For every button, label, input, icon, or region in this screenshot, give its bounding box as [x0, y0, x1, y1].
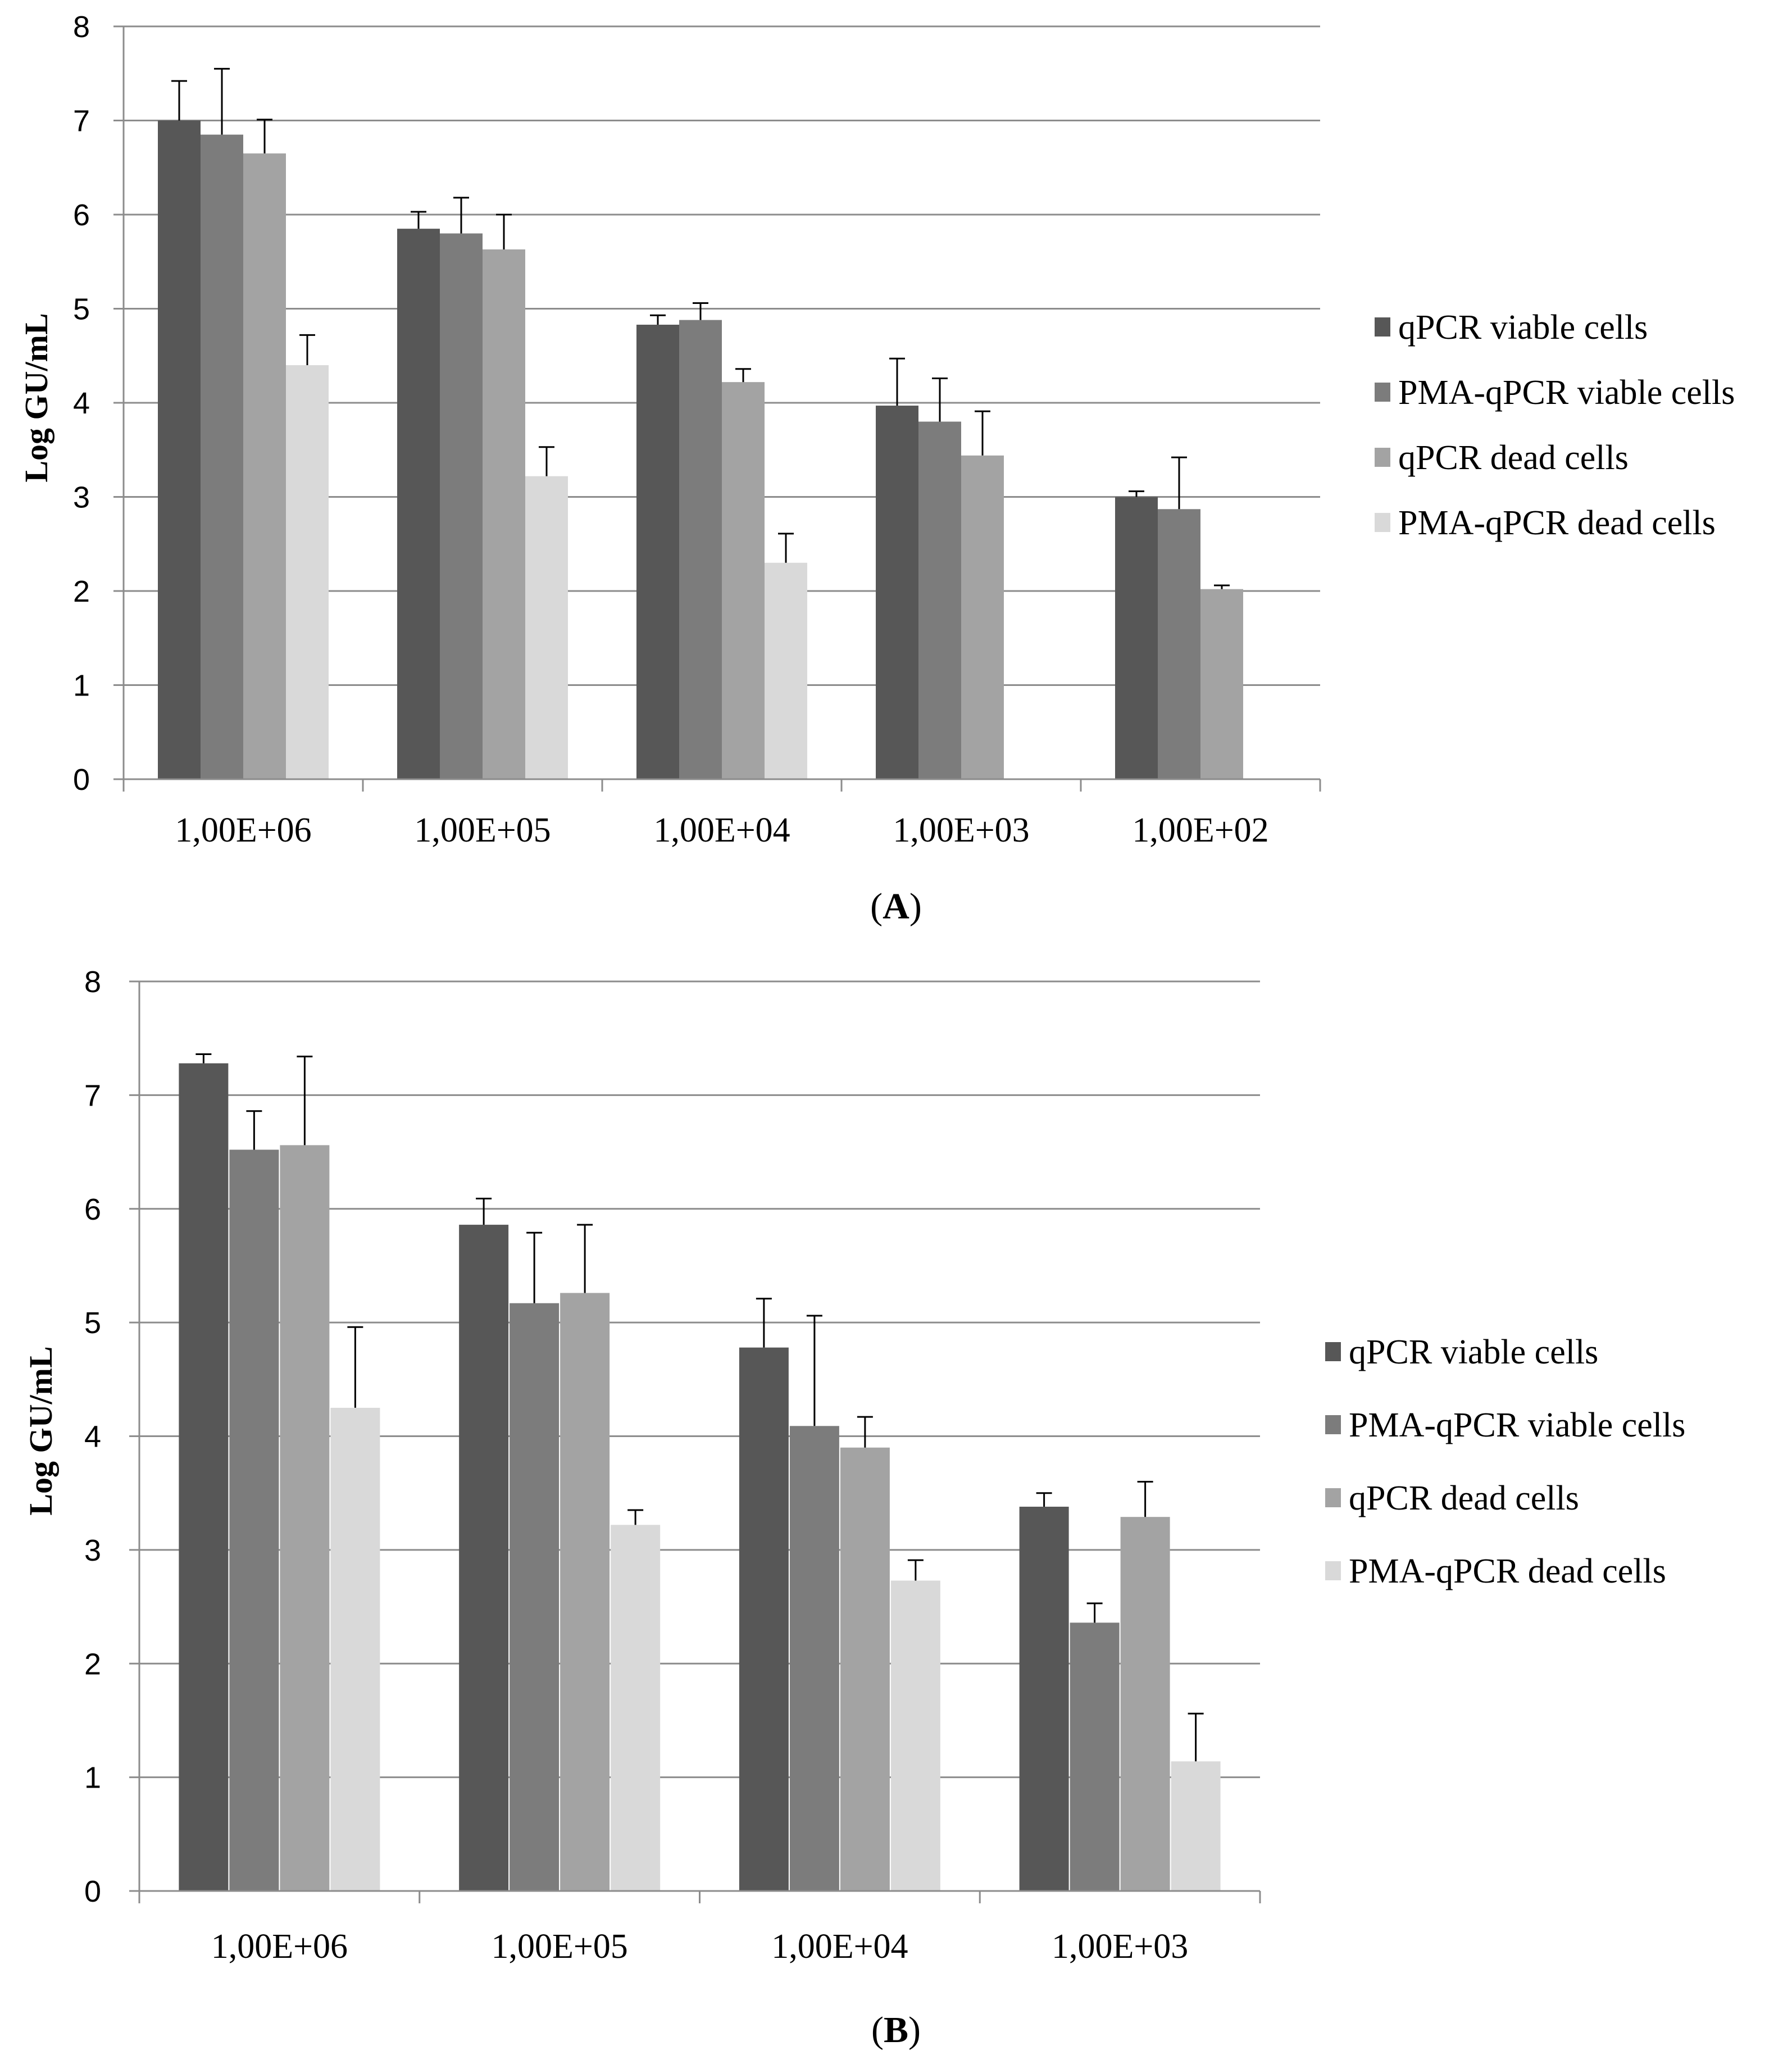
chart-b-panel-label: (B) [871, 2010, 921, 2051]
legend-swatch [1375, 317, 1390, 337]
bar [636, 324, 679, 779]
chart-b-legend: qPCR viable cells PMA-qPCR viable cells qP… [1325, 1333, 1685, 1590]
legend-label: PMA-qPCR dead cells [1349, 1552, 1666, 1590]
bar [179, 1063, 229, 1891]
bar [961, 455, 1004, 779]
legend-swatch [1325, 1342, 1341, 1361]
chart-a-panel-label: (A) [870, 886, 922, 927]
bar [722, 382, 765, 779]
legend-label: qPCR dead cells [1349, 1479, 1579, 1517]
bar [611, 1525, 661, 1891]
y-tick-label: 7 [73, 104, 90, 138]
y-tick-label: 3 [84, 1534, 101, 1567]
chart-b-bars [179, 1053, 1221, 1891]
category-label: 1,00E+04 [771, 1927, 908, 1966]
bar [397, 229, 440, 779]
legend-label: qPCR viable cells [1398, 308, 1648, 347]
legend-label: PMA-qPCR viable cells [1398, 374, 1735, 412]
legend-label: qPCR dead cells [1398, 439, 1629, 477]
y-tick-label: 0 [84, 1875, 101, 1908]
y-tick-label: 6 [73, 198, 90, 232]
bar [679, 320, 722, 779]
bar [201, 134, 243, 779]
bar [330, 1407, 380, 1891]
y-tick-label: 1 [73, 669, 90, 703]
y-tick-label: 5 [84, 1306, 101, 1340]
bar [789, 1426, 839, 1891]
y-tick-label: 8 [73, 10, 90, 44]
legend-label: PMA-qPCR dead cells [1398, 504, 1716, 542]
bar [1019, 1506, 1069, 1891]
bar [765, 562, 807, 779]
legend-swatch [1375, 448, 1390, 467]
chart-a-y-tick-labels: 0 1 2 3 4 5 6 7 8 [73, 10, 90, 797]
legend-label: qPCR viable cells [1349, 1333, 1598, 1371]
y-tick-label: 2 [84, 1647, 101, 1681]
bar [280, 1145, 330, 1891]
bar [918, 421, 961, 779]
bar [1070, 1622, 1120, 1891]
chart-a-y-axis-label: Log GU/mL [18, 313, 54, 482]
y-tick-label: 1 [84, 1761, 101, 1795]
chart-a-category-labels: 1,00E+06 1,00E+05 1,00E+04 1,00E+03 1,00E+02 [175, 811, 1268, 849]
y-tick-label: 5 [73, 293, 90, 326]
y-tick-label: 2 [73, 575, 90, 608]
bar [459, 1225, 509, 1891]
y-tick-label: 6 [84, 1193, 101, 1226]
category-label: 1,00E+02 [1132, 811, 1268, 849]
y-tick-label: 3 [73, 481, 90, 515]
bar [286, 365, 329, 779]
bar [483, 249, 525, 780]
bar [1115, 497, 1158, 779]
chart-b-y-axis-label: Log GU/mL [22, 1346, 59, 1515]
bar [890, 1580, 940, 1891]
chart-b-category-labels: 1,00E+06 1,00E+05 1,00E+04 1,00E+03 [211, 1927, 1189, 1966]
bar [1120, 1517, 1170, 1891]
bar [510, 1303, 560, 1891]
chart-a-legend: qPCR viable cells PMA-qPCR viable cells qP… [1375, 308, 1735, 542]
chart-b-axes [129, 980, 1261, 1903]
bar [1200, 589, 1243, 779]
bar [158, 120, 201, 779]
chart-a-bars [158, 67, 1243, 780]
bar [876, 406, 918, 779]
y-tick-label: 0 [73, 763, 90, 797]
chart-b-y-tick-labels: 0 1 2 3 4 5 6 7 8 [84, 965, 101, 1908]
legend-label: PMA-qPCR viable cells [1349, 1406, 1685, 1444]
bar [840, 1447, 890, 1891]
legend-swatch [1325, 1488, 1341, 1507]
legend-swatch [1325, 1561, 1341, 1580]
legend-swatch [1375, 513, 1390, 532]
bar [1158, 509, 1200, 779]
category-label: 1,00E+06 [211, 1927, 348, 1966]
bar [243, 153, 286, 779]
y-tick-label: 4 [84, 1420, 101, 1454]
legend-swatch [1375, 383, 1390, 402]
chart-a-axes [113, 25, 1321, 792]
category-label: 1,00E+06 [175, 811, 311, 849]
y-tick-label: 7 [84, 1079, 101, 1112]
bar [1171, 1761, 1221, 1891]
legend-swatch [1325, 1415, 1341, 1434]
category-label: 1,00E+03 [1052, 1927, 1188, 1966]
bar [525, 476, 568, 779]
y-tick-label: 4 [73, 387, 90, 420]
category-label: 1,00E+05 [491, 1927, 627, 1966]
category-label: 1,00E+04 [653, 811, 790, 849]
y-tick-label: 8 [84, 965, 101, 999]
category-label: 1,00E+03 [893, 811, 1029, 849]
bar [229, 1149, 279, 1891]
bar [560, 1293, 610, 1891]
bar [440, 233, 483, 779]
bar [739, 1347, 789, 1891]
category-label: 1,00E+05 [414, 811, 551, 849]
